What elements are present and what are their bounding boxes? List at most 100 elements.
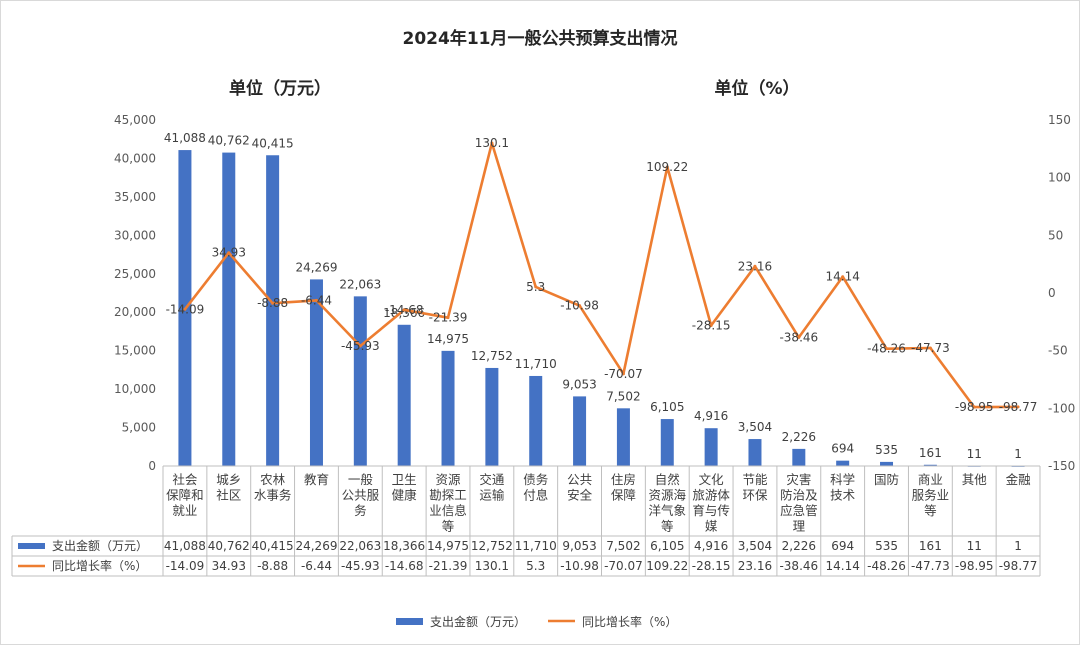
table-cell-amount: 12,752 — [471, 539, 513, 553]
bar-value-label: 2,226 — [782, 430, 816, 444]
x-category-label: 科学 — [830, 472, 855, 487]
bar-value-label: 22,063 — [339, 277, 381, 291]
line-point — [578, 304, 582, 308]
bar-value-label: 40,762 — [208, 134, 250, 148]
line-point — [358, 344, 362, 348]
line-point — [972, 405, 976, 409]
table-row-label-bar: 支出金额（万元） — [52, 538, 148, 553]
line-value-label: -6.44 — [301, 293, 332, 307]
y-left-tick-label: 25,000 — [114, 267, 156, 281]
x-category-label: 保障 — [611, 488, 636, 503]
line-value-label: 14.14 — [825, 270, 859, 284]
bar — [441, 350, 455, 466]
line-value-label: -98.77 — [999, 400, 1038, 414]
x-category-label: 健康 — [392, 488, 418, 503]
x-category-label: 理 — [793, 519, 806, 534]
table-cell-amount: 18,366 — [383, 539, 425, 553]
x-category-label: 就业 — [172, 503, 197, 518]
line-point — [621, 372, 625, 376]
x-category-label: 业信息 — [429, 503, 467, 518]
x-category-label: 环保 — [742, 488, 768, 503]
bar-value-label: 535 — [875, 443, 898, 457]
x-category-label: 运输 — [479, 488, 505, 503]
bar — [660, 419, 674, 466]
left-axis-unit: 单位（万元） — [229, 78, 331, 99]
table-cell-rate: -98.95 — [955, 559, 994, 573]
growth-rate-line — [183, 141, 1019, 409]
x-category-label: 自然 — [655, 472, 680, 487]
line-point — [885, 347, 889, 351]
y-right-tick-label: 0 — [1048, 286, 1056, 300]
bar-value-label: 40,415 — [252, 136, 294, 150]
table-cell-rate: 34.93 — [212, 559, 246, 573]
line-value-label: -8.88 — [257, 296, 288, 310]
line-point — [753, 264, 757, 268]
table-cell-amount: 7,502 — [606, 539, 640, 553]
x-category-label: 付息 — [523, 488, 548, 503]
y-right-tick-label: 150 — [1048, 113, 1071, 127]
x-category-label: 媒 — [705, 519, 718, 534]
line-value-label: 34.93 — [212, 246, 246, 260]
y-left-tick-label: 5,000 — [122, 421, 156, 435]
y-right-tick-label: 100 — [1048, 171, 1071, 185]
y-right-tick-label: -150 — [1048, 459, 1075, 473]
line-point — [709, 323, 713, 327]
line-point — [183, 307, 187, 311]
table-cell-amount: 40,415 — [252, 539, 294, 553]
line-point — [534, 285, 538, 289]
bar — [222, 152, 236, 466]
legend-bar-key — [396, 618, 423, 625]
line-value-label: -28.15 — [692, 318, 731, 332]
bar-value-label: 1 — [1014, 447, 1022, 461]
table-cell-amount: 3,504 — [738, 539, 772, 553]
y-left-tick-label: 40,000 — [114, 151, 156, 165]
line-point — [1016, 405, 1020, 409]
x-category-label: 灾害 — [786, 472, 811, 487]
table-cell-amount: 11 — [967, 539, 982, 553]
x-category-label: 金融 — [1006, 472, 1032, 487]
y-left-tick-label: 10,000 — [114, 382, 156, 396]
line-point — [271, 301, 275, 305]
bar-value-label: 11,710 — [515, 357, 557, 371]
line-value-label: 130.1 — [475, 136, 509, 150]
table-cell-rate: -6.44 — [301, 559, 332, 573]
line-point — [928, 346, 932, 350]
y-left-tick-label: 45,000 — [114, 113, 156, 127]
x-category-label: 教育 — [304, 472, 329, 487]
y-left-tick-label: 15,000 — [114, 344, 156, 358]
line-point — [490, 141, 494, 145]
bar — [704, 428, 718, 466]
table-cell-rate: 23.16 — [738, 559, 772, 573]
bar — [485, 367, 499, 466]
legend-line-label: 同比增长率（%） — [582, 614, 677, 629]
bar — [266, 155, 280, 467]
x-category-label: 卫生 — [392, 472, 417, 487]
x-category-label: 等 — [442, 519, 455, 534]
x-category-label: 应急管 — [780, 503, 818, 518]
table-cell-amount: 6,105 — [650, 539, 684, 553]
x-category-label: 育与传 — [692, 503, 730, 518]
x-category-label: 公共服 — [342, 488, 380, 503]
x-category-label: 等 — [924, 503, 937, 518]
bar-value-label: 18,366 — [383, 306, 425, 320]
chart-title: 2024年11月一般公共预算支出情况 — [403, 28, 678, 49]
line-value-label: -21.39 — [429, 311, 468, 325]
x-category-label: 社会 — [172, 472, 198, 487]
bar-value-label: 9,053 — [562, 377, 596, 391]
table-cell-amount: 40,762 — [208, 539, 250, 553]
bar-value-label: 14,975 — [427, 332, 469, 346]
bar — [529, 375, 543, 466]
table-cell-rate: -38.46 — [779, 559, 818, 573]
table-cell-rate: 109.22 — [646, 559, 688, 573]
line-value-label: -14.68 — [385, 303, 424, 317]
bar-value-label: 12,752 — [471, 349, 513, 363]
x-category-label: 安全 — [567, 488, 593, 503]
bar — [792, 448, 806, 466]
table-cell-rate: 130.1 — [475, 559, 509, 573]
table-cell-rate: 5.3 — [526, 559, 545, 573]
table-cell-amount: 535 — [875, 539, 898, 553]
x-category-label: 交通 — [479, 472, 505, 487]
x-category-label: 其他 — [962, 472, 988, 487]
bar — [353, 296, 367, 466]
x-category-label: 公共 — [567, 472, 592, 487]
